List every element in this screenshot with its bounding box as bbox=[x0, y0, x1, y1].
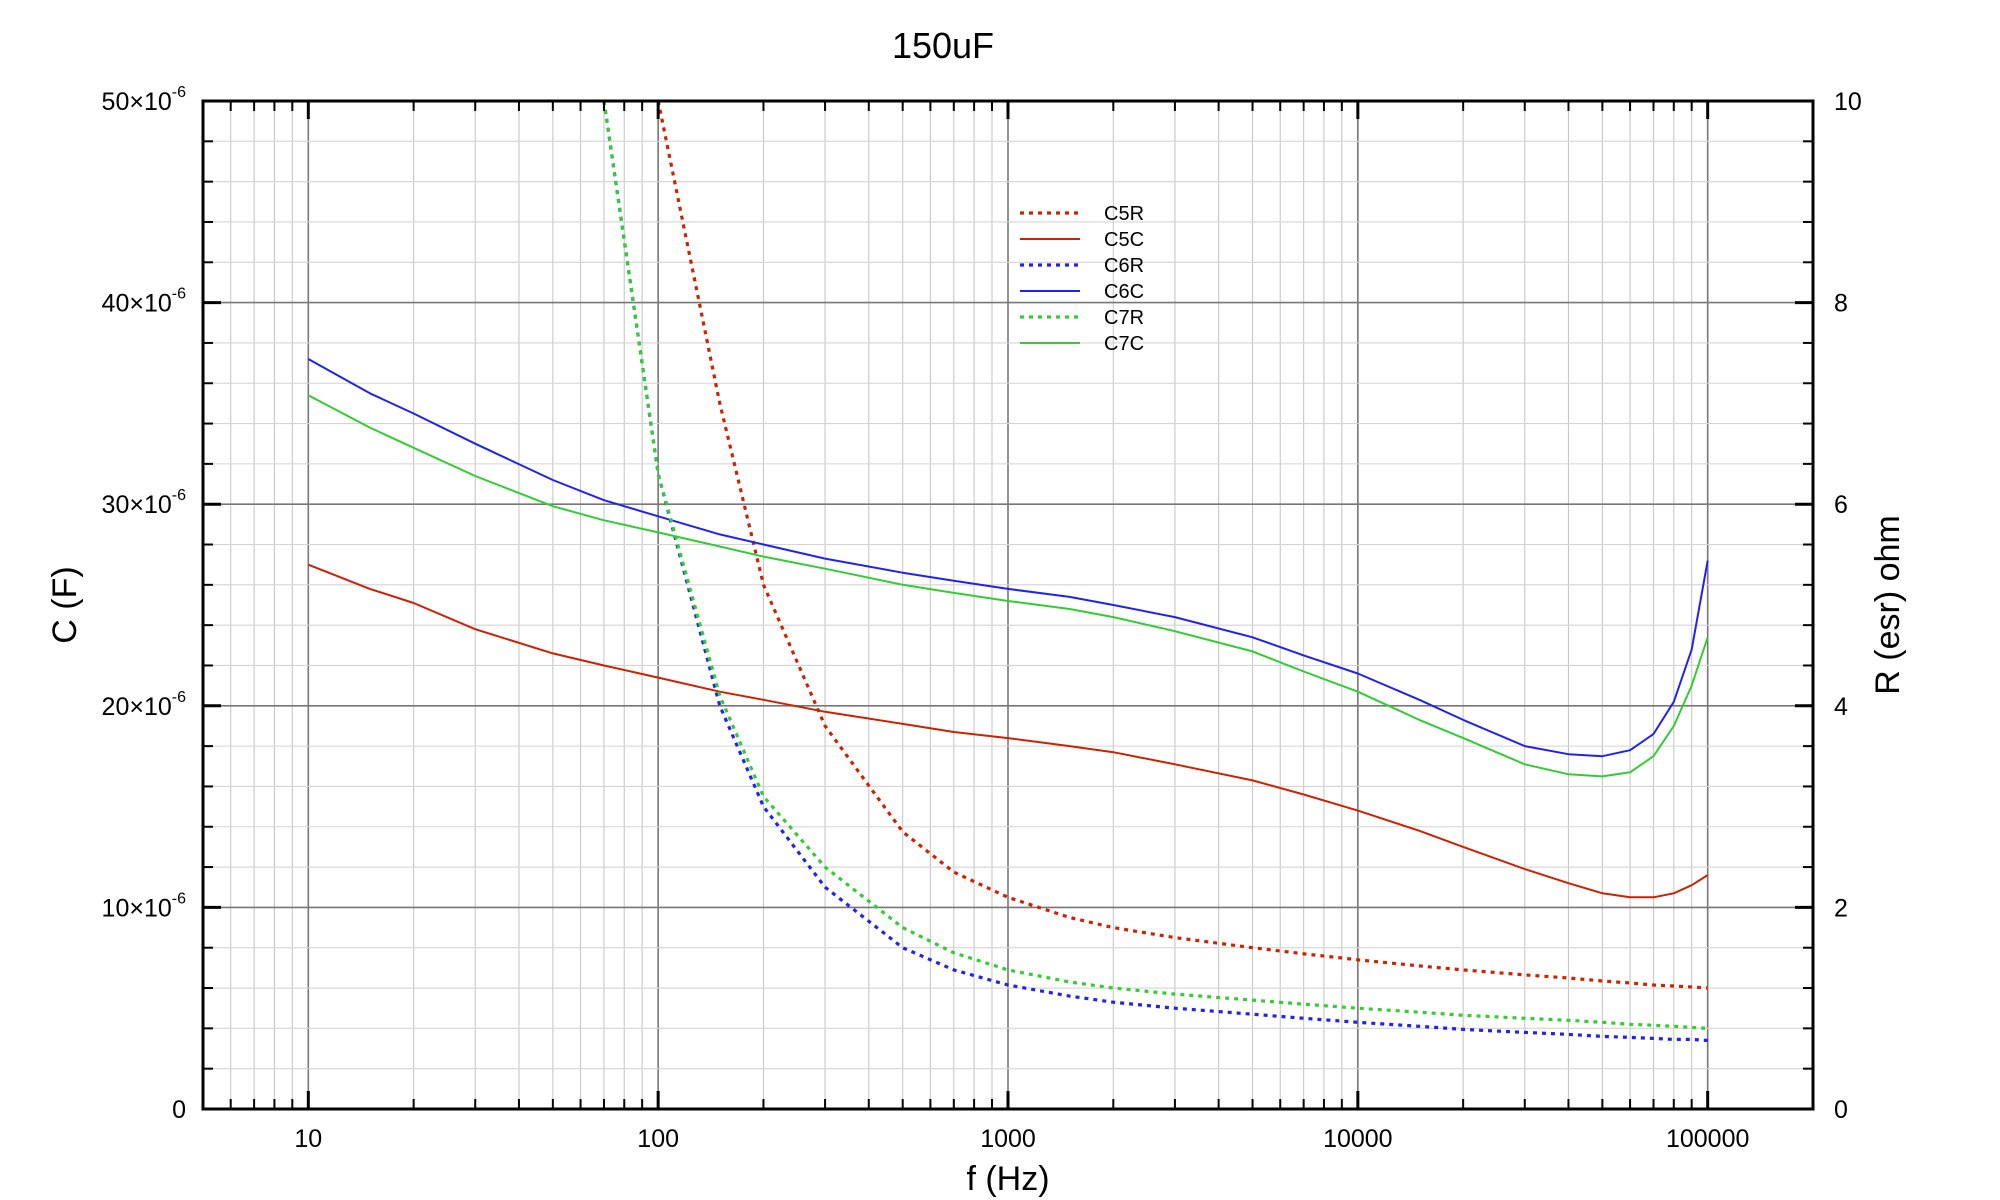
series-line-c7c bbox=[307, 394, 1709, 778]
y-left-tick-exponent: -6 bbox=[172, 689, 186, 706]
series-line-c5r bbox=[656, 101, 1708, 990]
x-tick-label: 10 bbox=[294, 1125, 322, 1153]
y-left-tick-labels: 0 10×10-6 20×10-6 30×10-6 40×10-6 50×10-6 bbox=[102, 84, 187, 1124]
y-left-tick-label: 0 bbox=[172, 1096, 186, 1124]
y-left-axis-label: C (F) bbox=[46, 566, 84, 643]
legend-label-c6c: C6C bbox=[1104, 281, 1144, 303]
series-lines bbox=[307, 101, 1709, 1043]
y-right-tick-label: 10 bbox=[1834, 88, 1862, 116]
y-left-tick-exponent: -6 bbox=[172, 487, 186, 504]
y-right-tick-label: 0 bbox=[1834, 1096, 1848, 1124]
legend-label-c5c: C5C bbox=[1104, 229, 1144, 251]
tick-marks bbox=[202, 99, 1814, 1111]
y-left-tick-label: 20×10-6 bbox=[102, 689, 187, 721]
y-left-tick-label: 50×10-6 bbox=[102, 84, 187, 116]
y-left-tick-exponent: -6 bbox=[172, 84, 186, 101]
chart-title: 150uF bbox=[892, 25, 994, 66]
legend-label-c7r: C7R bbox=[1104, 307, 1144, 329]
y-left-tick-label: 40×10-6 bbox=[102, 286, 187, 318]
x-tick-label: 100 bbox=[637, 1125, 679, 1153]
legend-label-c5r: C5R bbox=[1104, 203, 1144, 225]
legend-label-c7c: C7C bbox=[1104, 333, 1144, 355]
y-right-axis-label: R (esr) ohm bbox=[1869, 515, 1907, 694]
series-line-c5c bbox=[307, 563, 1709, 899]
legend: C5R C5C C6R C6C C7R C7C bbox=[1020, 203, 1144, 355]
x-axis-tick-labels: 10 100 1000 10000 100000 bbox=[294, 1125, 1749, 1153]
y-right-tick-label: 8 bbox=[1834, 290, 1848, 318]
y-right-tick-labels: 0 2 4 6 8 10 bbox=[1834, 88, 1862, 1124]
series-line-c6r bbox=[602, 101, 1708, 1043]
x-tick-label: 10000 bbox=[1323, 1125, 1393, 1153]
legend-label-c6r: C6R bbox=[1104, 255, 1144, 277]
series-line-c7r bbox=[602, 101, 1708, 1030]
y-left-tick-label: 30×10-6 bbox=[102, 487, 187, 519]
y-left-tick-label: 10×10-6 bbox=[102, 890, 187, 922]
y-right-tick-label: 4 bbox=[1834, 693, 1848, 721]
y-left-tick-exponent: -6 bbox=[172, 286, 186, 303]
x-tick-label: 1000 bbox=[980, 1125, 1036, 1153]
y-left-tick-exponent: -6 bbox=[172, 890, 186, 907]
y-right-tick-label: 2 bbox=[1834, 894, 1848, 922]
y-right-tick-label: 6 bbox=[1834, 491, 1848, 519]
grid-lines bbox=[202, 101, 1814, 1109]
series-line-c6c bbox=[307, 358, 1709, 758]
x-tick-label: 100000 bbox=[1666, 1125, 1749, 1153]
x-axis-label: f (Hz) bbox=[966, 1160, 1049, 1198]
